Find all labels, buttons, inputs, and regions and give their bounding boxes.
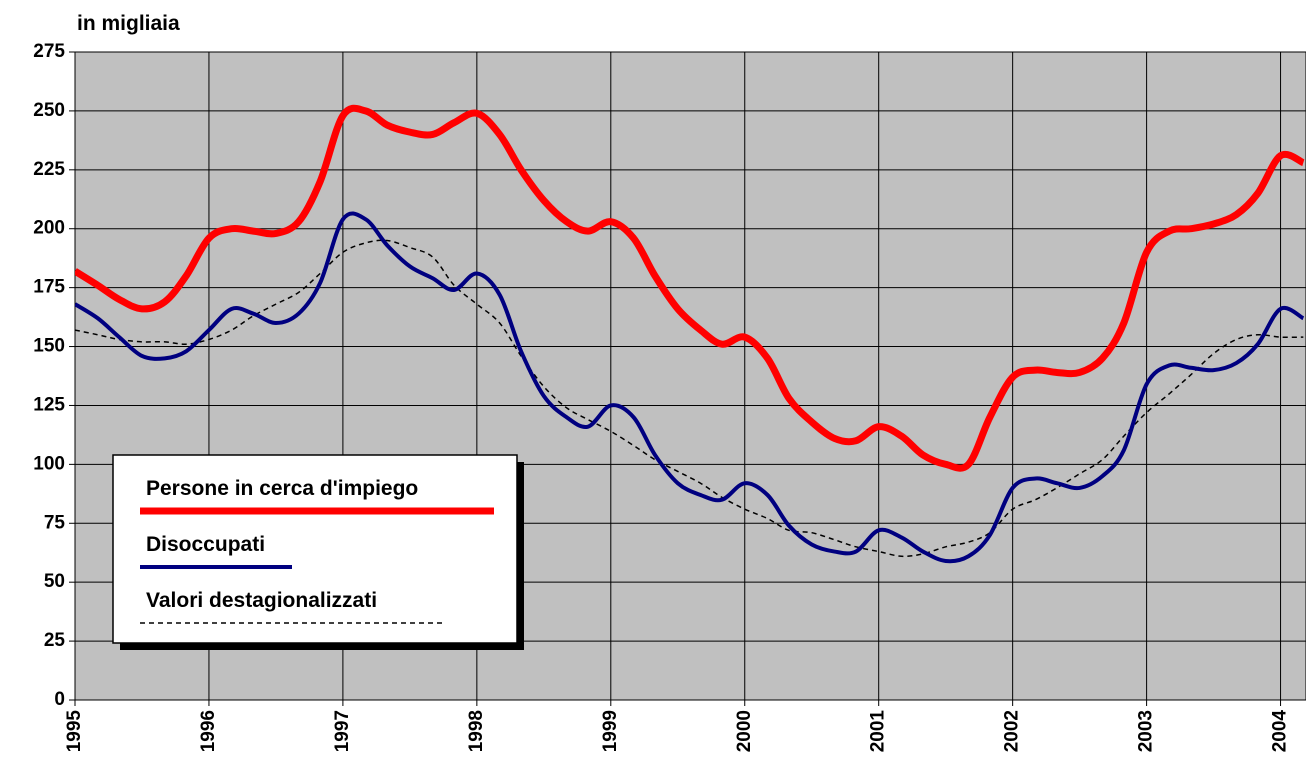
series-line xyxy=(75,211,1305,564)
plot-lines xyxy=(75,104,1305,564)
x-tick-label: 2002 xyxy=(1002,710,1023,752)
legend-label: Disoccupati xyxy=(146,533,265,556)
chart-title: in migliaia xyxy=(77,12,180,35)
legend-box xyxy=(112,454,518,644)
x-tick-label: 1997 xyxy=(332,710,353,752)
y-tick-label: 25 xyxy=(44,630,66,651)
x-tick-label: 1998 xyxy=(466,710,487,752)
x-tick-label: 1995 xyxy=(64,710,85,753)
series-line xyxy=(75,239,1304,558)
y-tick-label: 75 xyxy=(44,512,66,533)
x-tick-label: 2004 xyxy=(1270,710,1291,753)
y-tick-label: 200 xyxy=(33,218,65,239)
y-tick-label: 50 xyxy=(44,571,65,592)
legend-label: Valori destagionalizzati xyxy=(146,589,377,612)
y-tick-label: 150 xyxy=(33,336,65,357)
legend-label: Persone in cerca d'impiego xyxy=(146,477,418,500)
series-line xyxy=(75,104,1305,472)
y-tick-label: 100 xyxy=(33,453,65,474)
y-tick-label: 250 xyxy=(33,100,65,121)
y-tick-label: 175 xyxy=(33,277,65,298)
x-tick-label: 1999 xyxy=(600,710,621,752)
x-tick-label: 2003 xyxy=(1136,710,1157,752)
x-tick-label: 1996 xyxy=(198,710,219,752)
y-tick-label: 0 xyxy=(54,689,65,710)
y-tick-label: 125 xyxy=(33,394,65,415)
x-tick-label: 2001 xyxy=(868,710,889,753)
y-tick-label: 275 xyxy=(33,41,65,62)
y-tick-label: 225 xyxy=(33,159,65,180)
x-tick-label: 2000 xyxy=(734,710,755,752)
